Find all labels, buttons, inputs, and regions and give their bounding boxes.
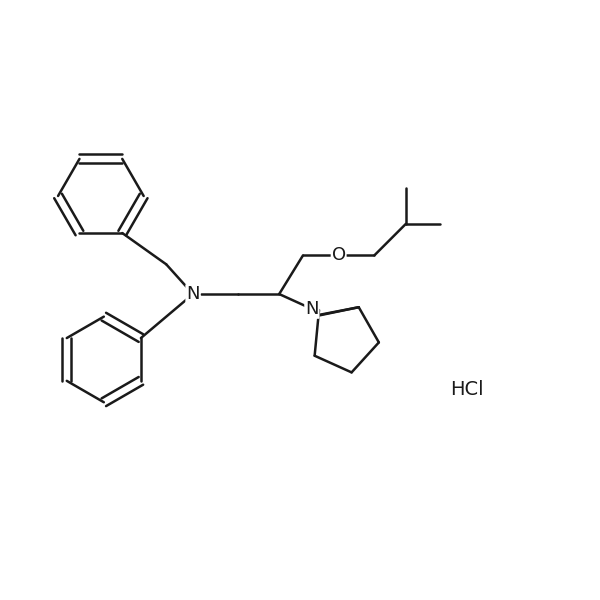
Text: N: N (305, 300, 319, 318)
Text: HCl: HCl (449, 380, 483, 398)
Text: O: O (332, 247, 346, 265)
Text: N: N (186, 285, 200, 303)
